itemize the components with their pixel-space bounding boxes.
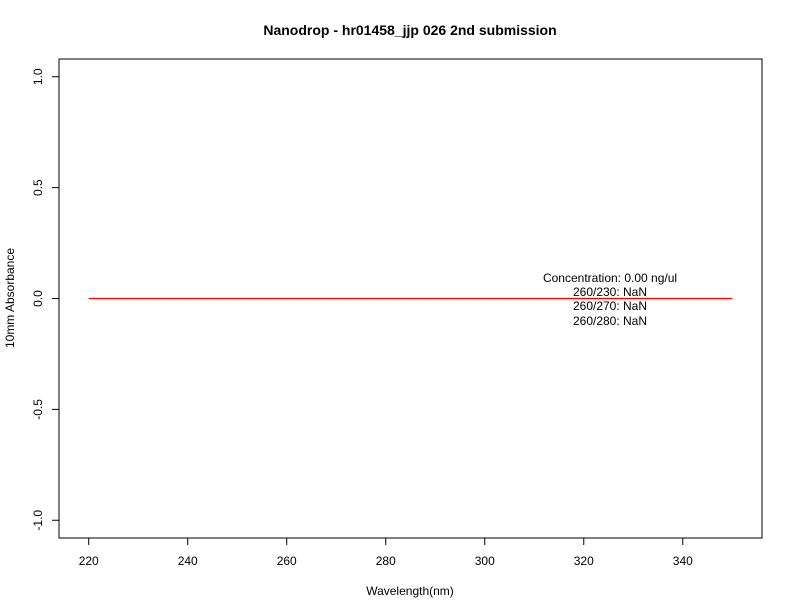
x-tick-label: 320	[574, 554, 594, 568]
y-tick-label: -1.0	[31, 510, 45, 531]
x-tick-label: 240	[178, 554, 198, 568]
x-tick-label: 280	[376, 554, 396, 568]
stats-annotation: Concentration: 0.00 ng/ul 260/230: NaN 2…	[543, 271, 677, 328]
chart-title: Nanodrop - hr01458_jjp 026 2nd submissio…	[263, 22, 556, 38]
y-axis-label: 10mm Absorbance	[3, 248, 17, 348]
y-tick-label: 1.0	[31, 68, 45, 85]
x-axis-label: Wavelength(nm)	[366, 584, 454, 598]
y-tick-label: 0.5	[31, 179, 45, 196]
y-tick-label: 0.0	[31, 290, 45, 307]
ratio-260-230-label: 260/230: NaN	[573, 285, 647, 299]
y-axis: -1.0 -0.5 0.0 0.5 1.0	[31, 68, 59, 531]
ratio-260-270-label: 260/270: NaN	[573, 299, 647, 313]
x-axis: 220 240 260 280 300 320 340	[79, 538, 693, 568]
x-tick-label: 340	[673, 554, 693, 568]
x-tick-label: 260	[277, 554, 297, 568]
x-tick-label: 300	[475, 554, 495, 568]
concentration-label: Concentration: 0.00 ng/ul	[543, 271, 677, 285]
y-tick-label: -0.5	[31, 399, 45, 420]
ratio-260-280-label: 260/280: NaN	[573, 314, 647, 328]
x-tick-label: 220	[79, 554, 99, 568]
